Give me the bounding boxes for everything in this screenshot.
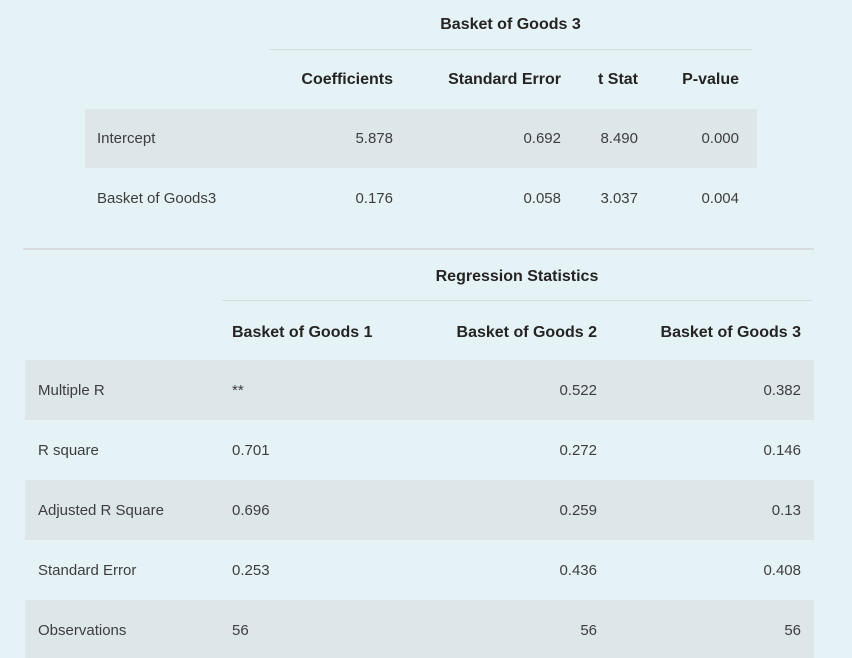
table-row: Intercept 5.878 0.692 8.490 0.000	[85, 109, 757, 168]
cell: 0.701	[232, 441, 270, 459]
table-row: R square 0.701 0.272 0.146	[25, 420, 814, 480]
regression-table-title: Regression Statistics	[435, 268, 599, 285]
cell: 0.696	[232, 501, 270, 519]
cell: 0.408	[763, 561, 801, 579]
row-label: Standard Error	[38, 561, 137, 579]
cell: 0.176	[355, 189, 393, 207]
row-label: Multiple R	[38, 381, 105, 399]
cell: 0.13	[771, 501, 801, 519]
coefficients-title-underline	[269, 49, 752, 50]
table-row: Multiple R ** 0.522 0.382	[25, 360, 814, 420]
cell: 56	[580, 621, 597, 639]
regression-header-row: Basket of Goods 1 Basket of Goods 2 Bask…	[25, 305, 814, 360]
cell: 0.004	[701, 189, 739, 207]
table-row: Standard Error 0.253 0.436 0.408	[25, 540, 814, 600]
cell: 0.522	[559, 381, 597, 399]
table-row: Basket of Goods3 0.176 0.058 3.037 0.004	[85, 168, 757, 228]
column-header-p-value: P-value	[682, 71, 739, 88]
cell: 0.058	[523, 189, 561, 207]
cell: 0.253	[232, 561, 270, 579]
cell: 56	[232, 621, 249, 639]
cell: 56	[784, 621, 801, 639]
row-label: Basket of Goods3	[97, 189, 217, 207]
coefficients-table-title: Basket of Goods 3	[440, 16, 581, 33]
cell: 0.272	[559, 441, 597, 459]
row-label: Intercept	[97, 130, 156, 147]
cell: 0.382	[763, 381, 801, 399]
column-header-basket-1: Basket of Goods 1	[232, 323, 373, 341]
table-row: Observations 56 56 56	[25, 600, 814, 658]
column-header-t-stat: t Stat	[598, 71, 638, 88]
column-header-basket-2: Basket of Goods 2	[456, 323, 597, 341]
cell: 5.878	[355, 130, 393, 147]
cell: 0.436	[559, 561, 597, 579]
cell: 0.000	[701, 130, 739, 147]
table-row: Adjusted R Square 0.696 0.259 0.13	[25, 480, 814, 540]
cell: 3.037	[600, 189, 638, 207]
cell: 0.259	[559, 501, 597, 519]
regression-title-underline	[222, 300, 812, 301]
cell: **	[232, 381, 244, 399]
cell: 0.146	[763, 441, 801, 459]
row-label: Adjusted R Square	[38, 501, 164, 519]
column-header-coefficients: Coefficients	[301, 71, 393, 88]
row-label: R square	[38, 441, 99, 459]
column-header-standard-error: Standard Error	[448, 71, 561, 88]
column-header-basket-3: Basket of Goods 3	[660, 323, 801, 341]
cell: 8.490	[600, 130, 638, 147]
section-divider	[23, 248, 814, 250]
row-label: Observations	[38, 621, 127, 639]
coefficients-header-row: Coefficients Standard Error t Stat P-val…	[85, 52, 757, 108]
cell: 0.692	[523, 130, 561, 147]
